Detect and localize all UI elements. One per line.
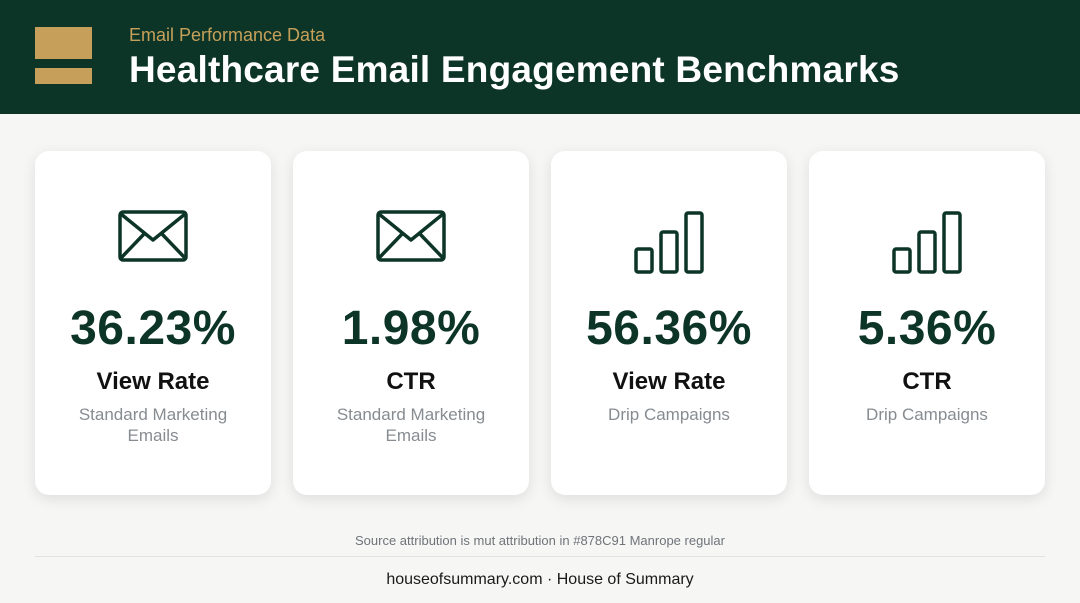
- metric-card-drip-ctr: 5.36% CTR Drip Campaigns: [809, 151, 1045, 495]
- envelope-icon: [35, 209, 271, 275]
- bar-chart-icon: [809, 209, 1045, 275]
- envelope-icon: [293, 209, 529, 275]
- metric-subtitle: Drip Campaigns: [608, 405, 730, 424]
- metric-value: 56.36%: [586, 302, 752, 355]
- page-title: Healthcare Email Engagement Benchmarks: [129, 49, 900, 90]
- source-note: Source attribution is mut attribution in…: [355, 533, 725, 548]
- brand-logo: [35, 27, 92, 84]
- bar-chart-icon: [551, 209, 787, 275]
- header-banner: Email Performance Data Healthcare Email …: [0, 0, 1080, 114]
- metric-label: View Rate: [96, 368, 210, 395]
- metric-card-standard-view-rate: 36.23% View Rate Standard Marketing Emai…: [35, 151, 271, 495]
- metric-subtitle: Drip Campaigns: [866, 405, 988, 424]
- footer-divider: [35, 556, 1045, 557]
- metric-value: 36.23%: [70, 302, 236, 355]
- metric-label: View Rate: [612, 368, 726, 395]
- eyebrow-text: Email Performance Data: [129, 25, 326, 45]
- metric-card-standard-ctr: 1.98% CTR Standard Marketing Emails: [293, 151, 529, 495]
- metric-cards: 36.23% View Rate Standard Marketing Emai…: [35, 151, 1045, 495]
- logo-bar-bottom: [35, 68, 92, 84]
- metric-subtitle: Standard Marketing Emails: [336, 405, 486, 445]
- footer-text: houseofsummary.com · House of Summary: [386, 571, 694, 588]
- metric-label: CTR: [386, 368, 436, 395]
- metric-value: 1.98%: [341, 302, 481, 355]
- metric-card-drip-view-rate: 56.36% View Rate Drip Campaigns: [551, 151, 787, 495]
- logo-bar-top: [35, 27, 92, 59]
- metric-label: CTR: [902, 368, 952, 395]
- metric-subtitle: Standard Marketing Emails: [78, 405, 228, 445]
- metric-value: 5.36%: [857, 302, 997, 355]
